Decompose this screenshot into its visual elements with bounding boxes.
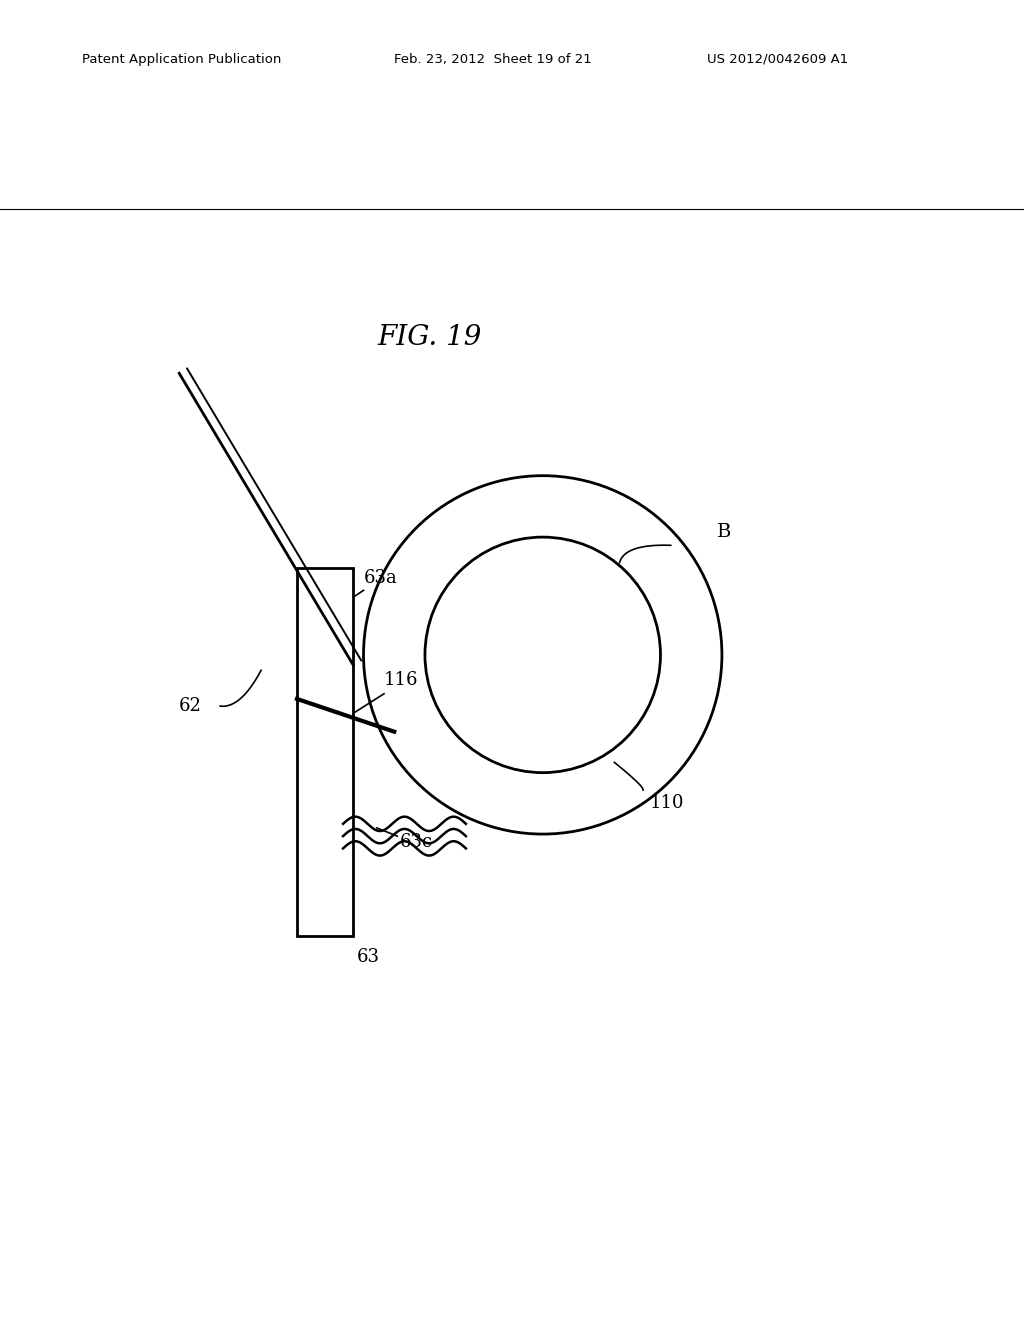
Text: 110: 110	[650, 795, 685, 812]
Text: US 2012/0042609 A1: US 2012/0042609 A1	[707, 53, 848, 66]
Text: B: B	[717, 523, 731, 541]
Text: Feb. 23, 2012  Sheet 19 of 21: Feb. 23, 2012 Sheet 19 of 21	[394, 53, 592, 66]
Text: 116: 116	[384, 672, 419, 689]
Text: 63c: 63c	[399, 833, 432, 851]
Text: 63a: 63a	[364, 569, 397, 587]
Text: 63: 63	[357, 948, 380, 966]
Text: FIG. 19: FIG. 19	[378, 323, 482, 351]
Bar	[297, 568, 353, 936]
Text: Patent Application Publication: Patent Application Publication	[82, 53, 282, 66]
Text: 62: 62	[179, 697, 202, 715]
